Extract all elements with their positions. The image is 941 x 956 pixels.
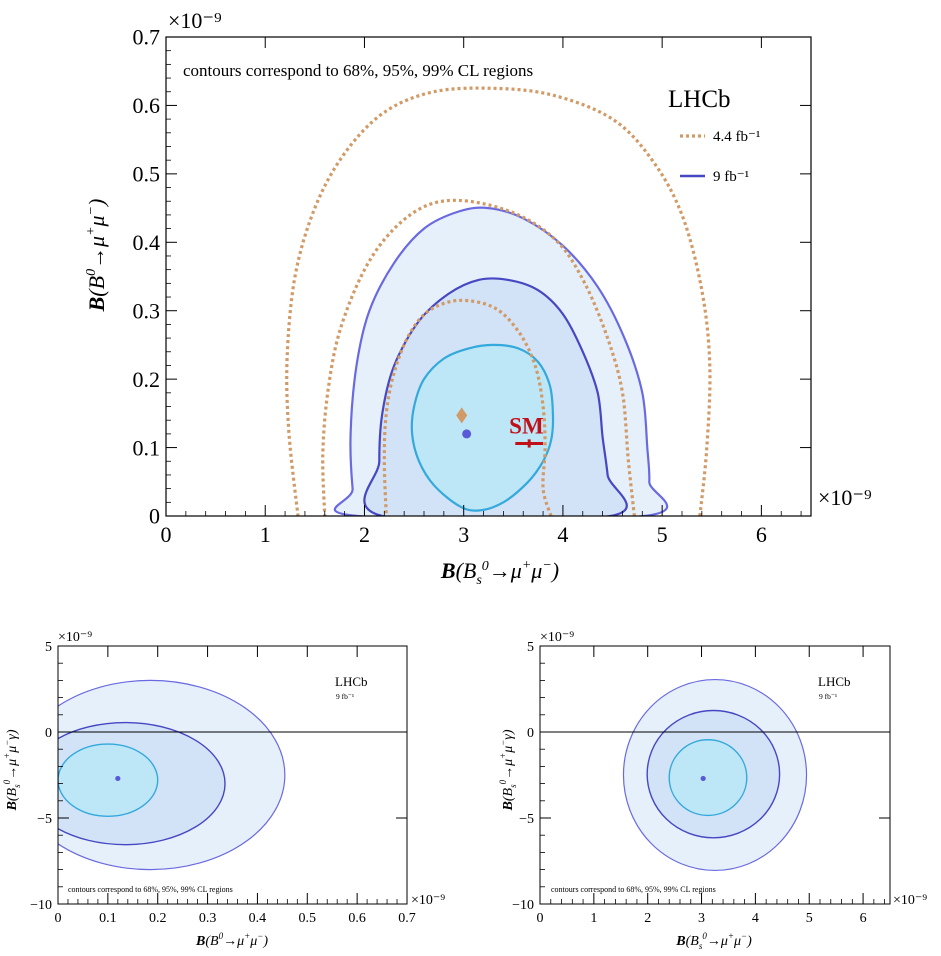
br-best-fit bbox=[700, 775, 706, 782]
br-x-tick-label-5: 5 bbox=[806, 911, 813, 926]
main-x-tick-label-0: 0 bbox=[161, 522, 172, 547]
bl-x-tick-label-0: 0 bbox=[55, 911, 62, 926]
bl-experiment-label: LHCb bbox=[335, 674, 368, 689]
bl-lumi-label: 9 fb⁻¹ bbox=[336, 692, 354, 701]
bl-x-tick-label-6: 0.6 bbox=[348, 911, 366, 926]
main-x-tick-label-1: 1 bbox=[260, 522, 271, 547]
br-y-tick-label-0: −10 bbox=[512, 898, 534, 913]
bl-contour-68 bbox=[58, 743, 159, 817]
br-y-tick-label-3: 5 bbox=[527, 640, 534, 655]
br-y-label: B(Bs0→μ+μ−γ) bbox=[498, 729, 518, 811]
main-contour-9fb-68 bbox=[410, 343, 555, 512]
main-x-tick-label-5: 5 bbox=[657, 522, 668, 547]
br-x-tick-label-0: 0 bbox=[537, 911, 544, 926]
bl-y-label: B(Bs0→μ+μ−γ) bbox=[2, 729, 22, 811]
br-plot-area bbox=[622, 678, 808, 872]
main-x-tick-label-3: 3 bbox=[458, 522, 469, 547]
main-frame bbox=[165, 36, 812, 517]
bl-x-tick-label-3: 0.3 bbox=[199, 911, 217, 926]
main-experiment-label: LHCb bbox=[668, 86, 731, 113]
br-lumi-label: 9 fb⁻¹ bbox=[819, 692, 837, 701]
bottom-left-chart: 0 0.1 0.2 0.3 0.4 0.5 0.6 0.7 −10 −5 0 5 LHCb 9 fb… bbox=[2, 630, 445, 949]
main-x-tick-label-4: 4 bbox=[557, 522, 568, 547]
bl-x-tick-label-2: 0.2 bbox=[149, 911, 167, 926]
bl-x-multiplier: ×10⁻⁹ bbox=[411, 893, 445, 908]
main-y-tick-label-6: 0.6 bbox=[133, 93, 161, 118]
main-y-multiplier: ×10⁻⁹ bbox=[168, 8, 222, 33]
bottom-right-chart: 0 1 2 3 4 5 6 −10 −5 0 5 LHCb 9 fb⁻¹ contours cor… bbox=[498, 630, 927, 951]
main-y-tick-label-2: 0.2 bbox=[133, 367, 161, 392]
br-experiment-label: LHCb bbox=[818, 674, 851, 689]
bl-y-ticks: −10 −5 0 5 bbox=[30, 640, 407, 913]
main-chart: SM 0 1 2 3 4 5 6 0 0.1 0.2 0.3 0.4 0.5 0.6 0.7 contou… bbox=[84, 8, 872, 588]
br-y-ticks: −10 −5 0 5 bbox=[512, 640, 890, 913]
bl-frame bbox=[57, 645, 408, 905]
main-annotation: contours correspond to 68%, 95%, 99% CL … bbox=[183, 61, 533, 80]
bl-annotation: contours correspond to 68%, 95%, 99% CL … bbox=[68, 885, 233, 894]
bl-x-ticks: 0 0.1 0.2 0.3 0.4 0.5 0.6 0.7 bbox=[55, 646, 416, 926]
main-y-tick-label-4: 0.4 bbox=[133, 230, 161, 255]
main-x-multiplier: ×10⁻⁹ bbox=[818, 485, 872, 510]
br-y-tick-label-2: 0 bbox=[527, 726, 534, 741]
legend-label-9fb: 9 fb⁻¹ bbox=[713, 169, 749, 185]
br-x-ticks: 0 1 2 3 4 5 6 bbox=[537, 646, 886, 926]
br-y-tick-label-1: −5 bbox=[519, 812, 534, 827]
sm-marker bbox=[515, 439, 544, 448]
br-contour-68 bbox=[668, 739, 748, 817]
main-x-tick-label-6: 6 bbox=[756, 522, 767, 547]
bl-x-tick-label-4: 0.4 bbox=[249, 911, 267, 926]
bl-best-fit bbox=[115, 775, 121, 782]
br-x-multiplier: ×10⁻⁹ bbox=[893, 893, 927, 908]
bl-y-multiplier: ×10⁻⁹ bbox=[58, 630, 92, 645]
bl-plot-area bbox=[58, 679, 286, 871]
main-x-ticks: 0 1 2 3 4 5 6 bbox=[161, 37, 802, 547]
main-plot-area bbox=[285, 86, 712, 516]
br-x-label: B(Bs0→μ+μ−) bbox=[675, 931, 752, 951]
bl-x-tick-label-7: 0.7 bbox=[398, 911, 416, 926]
main-best-fit-9fb bbox=[462, 429, 472, 439]
br-x-tick-label-1: 1 bbox=[590, 911, 597, 926]
main-y-ticks: 0 0.1 0.2 0.3 0.4 0.5 0.6 0.7 bbox=[133, 25, 811, 529]
legend-label-44fb: 4.4 fb⁻¹ bbox=[713, 129, 760, 145]
main-y-tick-label-5: 0.5 bbox=[133, 162, 161, 187]
main-y-tick-label-0: 0 bbox=[149, 504, 160, 529]
bl-x-tick-label-1: 0.1 bbox=[99, 911, 117, 926]
br-x-tick-label-6: 6 bbox=[860, 911, 867, 926]
br-y-multiplier: ×10⁻⁹ bbox=[540, 630, 574, 645]
main-contour-44fb-68 bbox=[382, 298, 553, 516]
bl-y-tick-label-3: 5 bbox=[45, 640, 52, 655]
br-annotation: contours correspond to 68%, 95%, 99% CL … bbox=[551, 885, 716, 894]
br-frame bbox=[539, 645, 891, 905]
bl-y-tick-label-1: −5 bbox=[37, 812, 52, 827]
main-best-fit-44fb bbox=[456, 407, 468, 424]
bl-x-label: B(B0→μ+μ−) bbox=[195, 931, 268, 949]
bl-y-tick-label-2: 0 bbox=[45, 726, 52, 741]
main-y-tick-label-3: 0.3 bbox=[133, 298, 161, 323]
bl-x-tick-label-5: 0.5 bbox=[299, 911, 317, 926]
main-x-label: B(Bs0→μ+μ−) bbox=[440, 558, 559, 588]
sm-label: SM bbox=[509, 413, 544, 438]
br-x-tick-label-3: 3 bbox=[698, 911, 705, 926]
main-y-tick-label-7: 0.7 bbox=[133, 25, 161, 50]
br-x-tick-label-4: 4 bbox=[752, 911, 759, 926]
br-x-tick-label-2: 2 bbox=[644, 911, 651, 926]
main-x-tick-label-2: 2 bbox=[359, 522, 370, 547]
main-y-label: B(B0→μ+μ−) bbox=[84, 199, 109, 313]
main-y-tick-label-1: 0.1 bbox=[133, 435, 161, 460]
main-contour-44fb-95 bbox=[321, 198, 636, 516]
bl-y-tick-label-0: −10 bbox=[30, 898, 52, 913]
